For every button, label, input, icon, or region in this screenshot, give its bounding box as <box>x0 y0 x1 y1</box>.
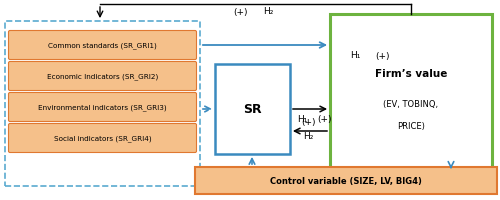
Text: Common standards (SR_GRI1): Common standards (SR_GRI1) <box>48 42 157 49</box>
Text: (EV, TOBINQ,: (EV, TOBINQ, <box>384 100 438 109</box>
Text: (+): (+) <box>318 115 332 124</box>
Text: SR: SR <box>243 103 262 116</box>
Text: H₂: H₂ <box>263 7 273 16</box>
Text: PRICE): PRICE) <box>397 121 425 130</box>
Text: (+): (+) <box>301 118 316 127</box>
Bar <box>330 15 492 169</box>
Bar <box>5 22 200 186</box>
Text: Economic Indicators (SR_GRI2): Economic Indicators (SR_GRI2) <box>47 73 158 80</box>
Text: Social indicators (SR_GRI4): Social indicators (SR_GRI4) <box>54 135 152 142</box>
Text: Control variable (SIZE, LV, BIG4): Control variable (SIZE, LV, BIG4) <box>270 176 422 185</box>
FancyBboxPatch shape <box>8 93 196 122</box>
Bar <box>195 167 497 194</box>
Text: H₁: H₁ <box>350 51 360 60</box>
FancyBboxPatch shape <box>8 62 196 91</box>
Text: (+): (+) <box>233 7 248 16</box>
FancyBboxPatch shape <box>8 124 196 153</box>
Text: Firm’s value: Firm’s value <box>375 69 447 79</box>
Text: H₂: H₂ <box>303 132 313 141</box>
Text: H₁: H₁ <box>297 115 307 124</box>
Bar <box>215 65 290 154</box>
Text: Environmental indicators (SR_GRI3): Environmental indicators (SR_GRI3) <box>38 104 167 111</box>
FancyBboxPatch shape <box>8 31 196 60</box>
Text: (+): (+) <box>375 51 389 60</box>
